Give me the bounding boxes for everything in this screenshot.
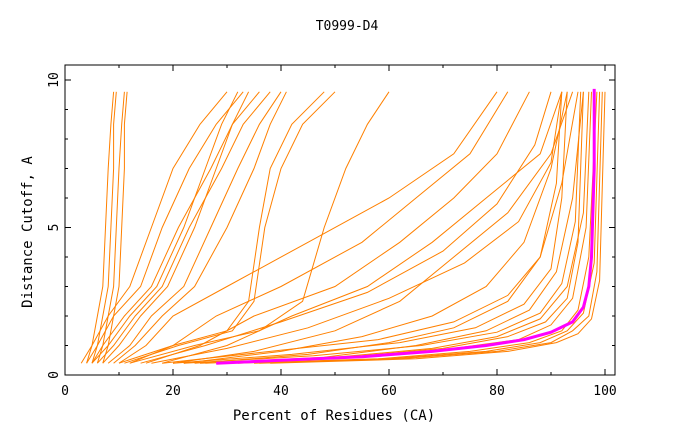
- series-line-3: [91, 91, 117, 364]
- x-axis-label: Percent of Residues (CA): [233, 408, 435, 424]
- series-line-32: [140, 91, 552, 364]
- series-line-26: [172, 91, 568, 364]
- series-line-4: [86, 91, 115, 364]
- series-line-18: [145, 91, 530, 364]
- series-line-13: [118, 91, 325, 364]
- series-line-35: [183, 91, 582, 364]
- x-tick-label-100: 100: [593, 384, 616, 399]
- plot-frame: [64, 64, 616, 376]
- series-layer: [80, 91, 606, 364]
- series-line-34: [270, 91, 606, 364]
- series-line-31: [151, 91, 563, 364]
- series-line-28: [237, 91, 598, 364]
- series-line-33: [259, 91, 603, 364]
- series-line-5: [80, 91, 228, 364]
- series-line-10: [107, 91, 282, 364]
- series-line-1: [102, 91, 128, 364]
- series-line-8: [97, 91, 271, 364]
- series-line-19: [162, 91, 563, 364]
- series-line-6: [86, 91, 244, 364]
- x-tick-label-20: 20: [165, 384, 181, 399]
- x-tick-label-0: 0: [61, 384, 69, 399]
- series-line-20: [172, 91, 574, 364]
- x-tick-label-80: 80: [489, 384, 505, 399]
- axis-layer: 0 20 40 60 80 100 0 5 10: [47, 65, 617, 399]
- y-tick-label-10: 10: [47, 72, 62, 88]
- highlight-series-line: [216, 88, 596, 365]
- series-line-16: [118, 91, 498, 364]
- x-tick-label-60: 60: [381, 384, 397, 399]
- chart-title: T0999-D4: [316, 19, 379, 34]
- y-tick-label-0: 0: [47, 371, 62, 379]
- series-line-9: [102, 91, 250, 364]
- y-axis-label: Distance Cutoff, A: [20, 156, 36, 308]
- series-line-2: [96, 91, 125, 364]
- series-line-22: [194, 91, 579, 364]
- series-line-30: [199, 91, 584, 364]
- series-line-12: [113, 91, 287, 364]
- series-line-27: [162, 91, 563, 364]
- y-tick-label-5: 5: [47, 224, 62, 232]
- series-line-17: [129, 91, 509, 364]
- series-line-11: [91, 91, 239, 364]
- series-line-14: [124, 91, 336, 364]
- series-line-23: [205, 91, 584, 364]
- series-line-7: [91, 91, 260, 364]
- x-tick-label-40: 40: [273, 384, 289, 399]
- highlight-layer: [216, 88, 596, 365]
- series-line-29: [253, 91, 601, 364]
